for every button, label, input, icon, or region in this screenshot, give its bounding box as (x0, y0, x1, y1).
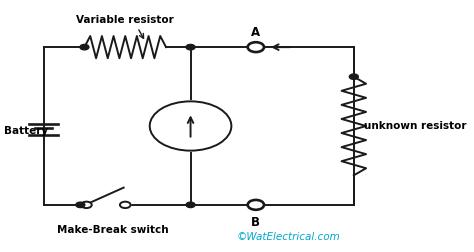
Text: Variable resistor: Variable resistor (76, 15, 174, 25)
Circle shape (248, 200, 264, 210)
Text: ©WatElectrical.com: ©WatElectrical.com (237, 232, 340, 242)
Circle shape (76, 202, 85, 208)
Circle shape (186, 202, 195, 208)
Circle shape (186, 44, 195, 50)
Circle shape (81, 202, 92, 208)
Circle shape (80, 44, 89, 50)
Text: B: B (251, 216, 260, 229)
Text: Battery: Battery (4, 126, 48, 136)
Circle shape (120, 202, 130, 208)
Text: unknown resistor: unknown resistor (364, 121, 466, 131)
Text: A: A (251, 26, 260, 39)
Text: Make-Break switch: Make-Break switch (57, 225, 169, 235)
Circle shape (248, 42, 264, 52)
Circle shape (349, 74, 358, 79)
